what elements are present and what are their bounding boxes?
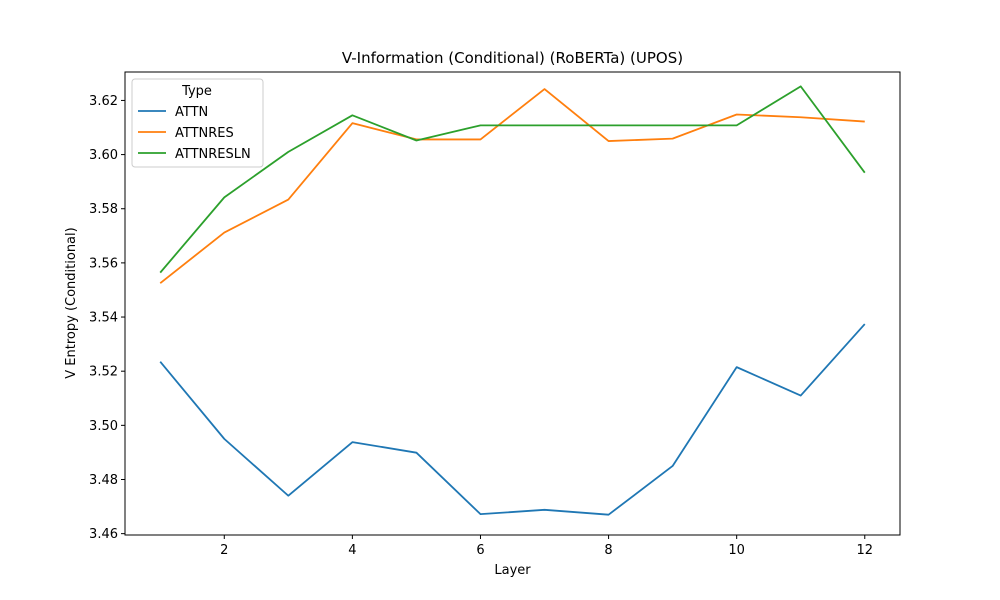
x-tick-label: 6: [476, 543, 484, 558]
x-tick-label: 10: [728, 543, 745, 558]
plot-area: [124, 71, 901, 536]
y-tick-label: 3.56: [89, 256, 118, 271]
y-tick-label: 3.62: [89, 94, 118, 109]
plot-frame: [124, 71, 901, 536]
y-tick-label: 3.46: [89, 527, 118, 542]
x-tick-label: 8: [604, 543, 612, 558]
legend: Type ATTN ATTNRES ATTNRESLN: [131, 78, 264, 168]
legend-label-attnresln: ATTNRESLN: [175, 147, 251, 162]
legend-label-attn: ATTN: [175, 105, 208, 120]
series-line-attnres: [159, 88, 865, 284]
y-tick-label: 3.50: [89, 419, 118, 434]
y-tick-label: 3.58: [89, 202, 118, 217]
chart-title: V-Information (Conditional) (RoBERTa) (U…: [342, 49, 683, 67]
legend-label-attnres: ATTNRES: [175, 126, 234, 141]
x-tick-label: 12: [856, 543, 873, 558]
series-lines: [159, 85, 866, 516]
series-line-attn: [159, 323, 866, 516]
y-axis-ticks: 3.46 3.48 3.50 3.52 3.54 3.56 3.58 3.60 3.62: [89, 94, 125, 542]
y-tick-label: 3.54: [89, 311, 118, 326]
legend-box: [131, 78, 264, 168]
legend-title: Type: [181, 84, 212, 99]
y-tick-label: 3.48: [89, 473, 118, 488]
series-line-attnresln: [159, 85, 866, 274]
y-axis-label: V Entropy (Conditional): [64, 227, 79, 378]
x-axis-ticks: 2 4 6 8 10 12: [220, 535, 873, 558]
y-tick-label: 3.52: [89, 365, 118, 380]
y-tick-label: 3.60: [89, 148, 118, 163]
x-tick-label: 2: [220, 543, 228, 558]
x-tick-label: 4: [348, 543, 356, 558]
x-axis-label: Layer: [494, 563, 531, 578]
